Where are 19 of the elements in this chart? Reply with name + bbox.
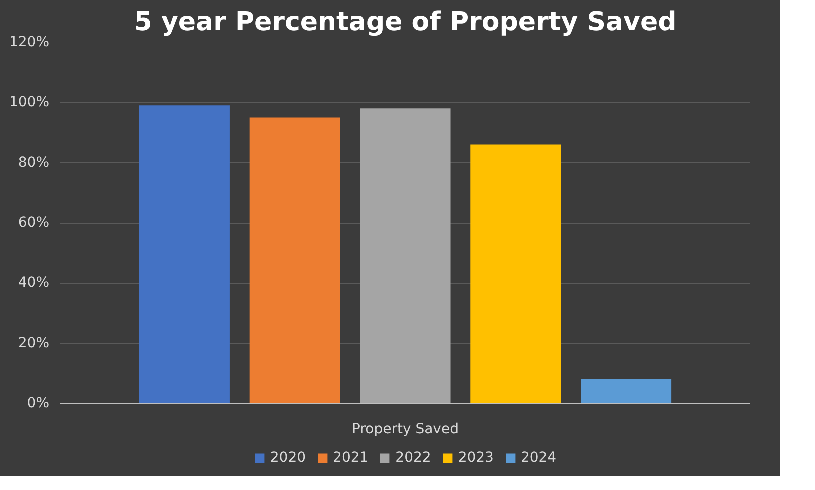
bar xyxy=(139,106,230,404)
legend-label: 2023 xyxy=(458,450,494,466)
bar xyxy=(250,118,340,404)
y-tick-label: 100% xyxy=(9,94,50,111)
bar xyxy=(581,379,672,404)
chart-title: 5 year Percentage of Property Saved xyxy=(134,8,677,38)
y-tick-label: 120% xyxy=(9,34,50,50)
legend-label: 2020 xyxy=(270,450,306,466)
y-tick-label: 20% xyxy=(18,335,50,352)
x-tick-label: Property Saved xyxy=(352,422,459,438)
bar xyxy=(470,144,562,404)
y-tick-label: 80% xyxy=(18,154,50,171)
bar xyxy=(360,108,451,404)
y-tick-label: 0% xyxy=(27,396,50,412)
y-tick-label: 40% xyxy=(18,275,50,292)
legend-label: 2021 xyxy=(333,450,369,466)
legend-label: 2024 xyxy=(520,450,557,466)
legend-label: 2022 xyxy=(396,450,432,466)
y-tick-label: 60% xyxy=(18,215,50,231)
